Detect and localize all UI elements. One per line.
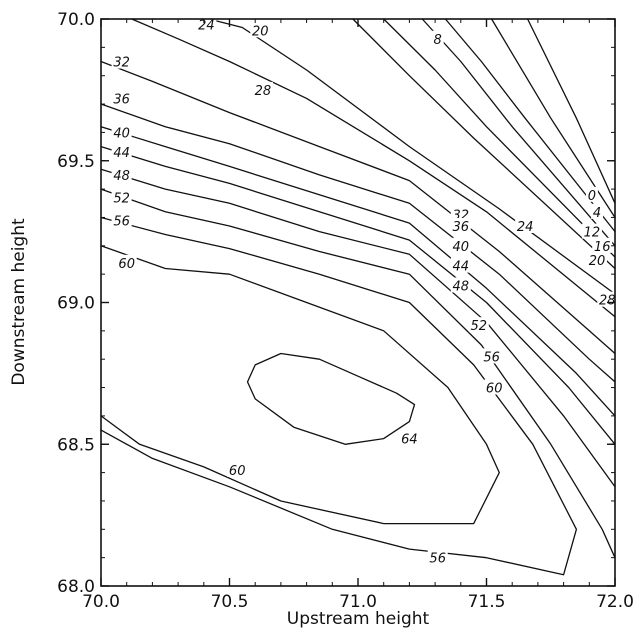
contour-label-bg <box>450 257 471 273</box>
contour-label-12: 12 <box>584 226 601 241</box>
contour-label-56: 56 <box>113 214 130 229</box>
contour-label-0: 0 <box>588 189 596 204</box>
contour-label-24: 24 <box>517 220 534 235</box>
contour-label-bg <box>515 218 536 233</box>
contour-label-32: 32 <box>113 56 130 71</box>
contour-label-bg <box>585 186 598 202</box>
contour-label-20: 20 <box>589 254 606 269</box>
contour-label-bg <box>450 277 471 293</box>
y-tick-label: 68.5 <box>57 435 95 455</box>
contour-label-bg <box>227 461 248 477</box>
contour-label-56: 56 <box>483 350 500 365</box>
contour-label-bg <box>116 254 137 270</box>
x-axis-title: Upstream height <box>287 609 430 629</box>
contour-line-64 <box>246 352 416 445</box>
contour-line-52 <box>100 188 616 559</box>
contour-label-36: 36 <box>453 220 470 235</box>
contour-label-bg <box>111 166 132 182</box>
contour-lines <box>100 18 616 576</box>
contour-label-60: 60 <box>229 464 246 479</box>
x-tick-label: 71.0 <box>339 592 377 612</box>
contour-line-16 <box>383 18 616 258</box>
contour-label-44: 44 <box>453 260 470 275</box>
contour-line-60 <box>100 245 500 525</box>
contour-label-36: 36 <box>113 92 130 107</box>
contour-label-bg <box>111 53 132 69</box>
contour-label-bg <box>450 237 471 253</box>
y-tick-label: 70.0 <box>57 10 95 30</box>
contour-line-8 <box>444 18 616 233</box>
contour-label-bg <box>250 22 271 38</box>
contour-label-bg <box>111 90 132 106</box>
contour-label-bg <box>587 252 607 267</box>
contour-line-56 <box>100 216 578 576</box>
contour-label-8: 8 <box>434 33 442 48</box>
contour-label-bg <box>468 317 489 333</box>
contour-label-20: 20 <box>252 24 269 39</box>
x-tick-label: 71.5 <box>468 592 506 612</box>
x-tick-label: 70.5 <box>211 592 249 612</box>
contour-label-bg <box>591 203 603 219</box>
contour-label-28: 28 <box>255 84 272 99</box>
x-tick-label: 72.0 <box>596 592 634 612</box>
contour-label-bg <box>111 124 132 140</box>
contour-label-56: 56 <box>429 552 446 567</box>
contour-label-bg <box>484 379 505 395</box>
contour-line-32 <box>100 60 616 355</box>
contour-label-48: 48 <box>453 280 470 295</box>
contour-label-64: 64 <box>401 433 418 448</box>
contour-label-40: 40 <box>453 240 470 255</box>
contour-label-44: 44 <box>113 146 130 161</box>
contour-label-4: 4 <box>593 206 601 221</box>
contour-label-60: 60 <box>486 382 503 397</box>
contour-line-0 <box>526 18 616 204</box>
axis-ticks: 70.0 70.5 71.0 71.5 72.0 68.0 68.5 69.0 69.5 70.0 <box>57 10 634 612</box>
contour-line-44 <box>100 145 616 445</box>
contour-label-bg <box>481 348 502 364</box>
contour-label-40: 40 <box>113 126 130 141</box>
y-tick-label: 68.0 <box>57 577 95 597</box>
contour-label-48: 48 <box>113 169 130 184</box>
contour-line-24 <box>208 18 616 295</box>
contour-label-bg <box>431 30 444 46</box>
contour-line-40 <box>100 126 616 417</box>
contour-label-52: 52 <box>471 319 488 334</box>
contour-label-bg <box>450 218 471 233</box>
contour-line-48 <box>100 168 616 488</box>
contour-label-24: 24 <box>198 19 215 34</box>
y-tick-label: 69.5 <box>57 152 95 172</box>
contour-label-bg <box>111 144 132 160</box>
contour-label-bg <box>196 16 217 32</box>
contour-line-28 <box>131 18 616 318</box>
y-tick-label: 69.0 <box>57 294 95 314</box>
contour-line-20 <box>352 18 616 270</box>
contour-label-bg <box>581 223 602 239</box>
contour-label-bg <box>111 212 132 228</box>
contour-label-bg <box>592 237 613 253</box>
x-tick-label: 70.0 <box>82 592 120 612</box>
contour-line-4 <box>490 18 616 219</box>
contour-label-60: 60 <box>118 257 135 272</box>
contour-line-36 <box>100 103 616 383</box>
contour-label-bg <box>111 189 132 205</box>
contour-label-16: 16 <box>594 240 611 255</box>
contour-label-28: 28 <box>599 294 616 309</box>
contour-label-52: 52 <box>113 192 130 207</box>
y-axis-title: Downstream height <box>9 218 29 386</box>
contour-label-bg <box>427 549 448 565</box>
contour-label-bg <box>399 430 420 446</box>
plot-frame <box>100 18 616 587</box>
contour-label-bg <box>450 206 471 222</box>
contour-label-bg <box>252 81 273 97</box>
